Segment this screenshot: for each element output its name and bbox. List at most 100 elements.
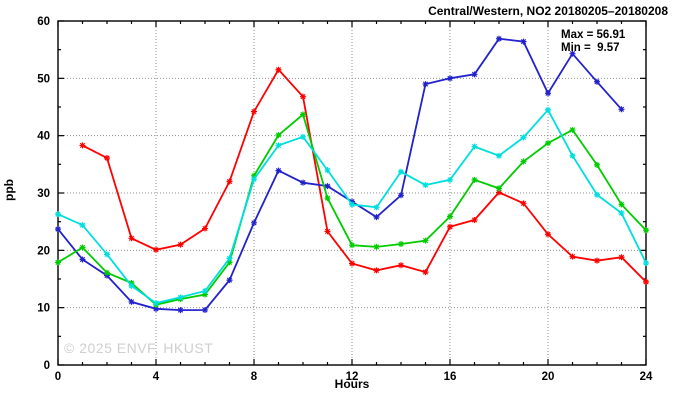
data-point-marker — [594, 161, 600, 168]
data-point-marker — [177, 241, 184, 248]
data-point-marker — [422, 181, 429, 188]
axis-ticks — [57, 20, 647, 366]
data-point-marker — [226, 259, 233, 266]
data-point-marker — [349, 201, 355, 208]
tick-labels: 0 10 20 30 40 50 60 0 4 8 12 16 20 24 — [37, 16, 653, 383]
data-point-marker — [202, 306, 208, 313]
data-point-marker — [594, 257, 600, 264]
data-point-marker — [226, 255, 233, 262]
x-tick-label: 16 — [444, 371, 457, 383]
data-point-marker — [128, 298, 135, 305]
data-point-marker — [398, 192, 404, 199]
x-tick-label: 20 — [542, 371, 555, 383]
data-point-marker — [104, 155, 110, 162]
data-point-marker — [104, 269, 110, 276]
data-point-marker — [324, 167, 331, 174]
y-tick-label: 20 — [37, 245, 50, 257]
data-point-marker — [471, 143, 478, 150]
x-tick-label: 8 — [251, 371, 258, 383]
data-point-marker — [373, 204, 380, 211]
data-point-marker — [569, 253, 576, 260]
data-point-marker — [128, 235, 135, 242]
data-point-marker — [275, 142, 282, 149]
data-point-marker — [618, 106, 625, 113]
data-point-marker — [202, 291, 208, 298]
data-point-marker — [373, 214, 380, 221]
data-point-marker — [447, 223, 453, 230]
data-point-marker — [594, 78, 600, 85]
data-point-marker — [545, 106, 551, 113]
data-point-marker — [520, 134, 527, 141]
data-point-marker — [569, 126, 576, 133]
data-point-marker — [202, 288, 208, 295]
data-point-marker — [104, 251, 110, 258]
data-point-marker — [569, 50, 576, 57]
y-tick-label: 30 — [37, 188, 50, 200]
x-axis-label: Hours — [334, 377, 370, 391]
data-point-marker — [153, 300, 159, 307]
data-point-marker — [545, 140, 551, 147]
gridlines — [58, 21, 646, 365]
data-point-marker — [79, 244, 86, 251]
data-point-marker — [447, 213, 453, 220]
watermark: © 2025 ENVF, HKUST — [64, 340, 214, 356]
data-point-marker — [471, 71, 478, 78]
data-point-marker — [447, 75, 453, 82]
data-point-marker — [471, 176, 478, 183]
data-point-marker — [373, 243, 380, 250]
data-point-marker — [398, 168, 404, 175]
data-point-marker — [275, 167, 282, 174]
series-day-20180205-red — [79, 66, 649, 285]
data-point-marker — [618, 201, 625, 208]
data-point-marker — [79, 222, 86, 229]
data-point-marker — [251, 108, 257, 115]
series-day-20180208-cyan — [55, 106, 649, 307]
series-day-20180207-green — [55, 111, 649, 308]
data-point-marker — [569, 152, 576, 159]
data-point-marker — [275, 66, 282, 73]
data-point-marker — [520, 158, 527, 165]
y-tick-label: 0 — [44, 360, 50, 372]
data-point-marker — [422, 269, 429, 276]
data-point-marker — [594, 191, 600, 198]
data-point-marker — [226, 277, 233, 284]
data-point-marker — [520, 38, 527, 45]
data-point-marker — [618, 210, 625, 217]
data-point-marker — [520, 200, 527, 207]
y-tick-label: 60 — [37, 16, 50, 28]
y-axis-label: ppb — [2, 179, 16, 201]
x-tick-label: 24 — [640, 371, 653, 383]
data-point-marker — [373, 267, 380, 274]
y-tick-label: 10 — [37, 303, 50, 315]
data-point-marker — [300, 179, 306, 186]
data-point-marker — [643, 259, 649, 266]
data-point-marker — [496, 185, 502, 192]
data-point-marker — [79, 256, 86, 263]
series-day-20180206-blue — [55, 35, 625, 314]
data-point-marker — [275, 132, 282, 139]
data-point-marker — [643, 227, 649, 234]
data-point-marker — [55, 211, 61, 218]
data-point-marker — [55, 259, 61, 266]
data-point-marker — [153, 305, 159, 312]
data-point-marker — [545, 231, 551, 238]
data-point-marker — [496, 35, 502, 42]
y-tick-label: 40 — [37, 131, 50, 143]
data-point-marker — [226, 178, 233, 185]
data-point-marker — [496, 152, 502, 159]
data-point-marker — [422, 81, 429, 88]
min-value-label: Min = 9.57 — [561, 42, 620, 54]
data-point-marker — [251, 219, 257, 226]
data-point-marker — [300, 133, 306, 140]
data-point-marker — [153, 246, 159, 253]
data-point-marker — [398, 262, 404, 269]
data-point-marker — [79, 142, 86, 149]
data-point-marker — [422, 237, 429, 244]
data-point-marker — [545, 90, 551, 97]
series-line — [82, 68, 647, 283]
x-tick-label: 0 — [55, 371, 61, 383]
data-point-marker — [349, 242, 355, 249]
data-point-marker — [202, 225, 208, 232]
